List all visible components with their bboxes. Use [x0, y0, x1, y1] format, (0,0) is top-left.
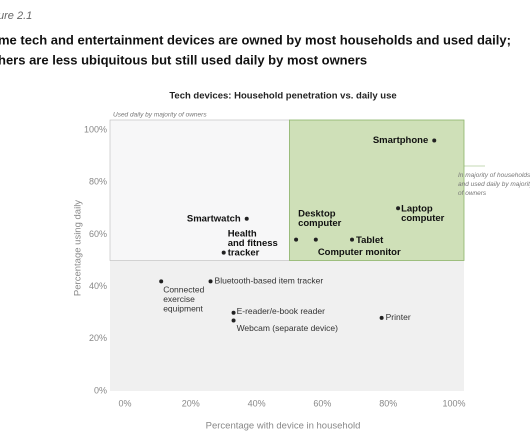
x-tick-label: 100% [442, 398, 465, 408]
point-label: Smartwatch [187, 213, 241, 224]
x-tick-label: 20% [182, 398, 200, 408]
point [396, 206, 401, 211]
point-label: E-reader/e-book reader [237, 306, 326, 316]
title-line: hers are less ubiquitous but still used … [0, 52, 367, 67]
x-tick-label: 80% [379, 398, 397, 408]
point-label: Laptop computer [401, 203, 445, 224]
point [159, 279, 164, 284]
annotation: Used daily by majority of owners [113, 112, 207, 119]
region-majority [289, 119, 465, 261]
x-tick-label: 60% [313, 398, 331, 408]
point [294, 237, 299, 242]
y-tick-label: 20% [89, 333, 107, 343]
annotation: In majority of households and used daily… [458, 172, 530, 197]
y-axis-label: Percentage using daily [73, 200, 84, 296]
point-label: Desktop computer [298, 208, 342, 229]
x-tick-label: 0% [118, 398, 131, 408]
point [231, 310, 236, 315]
point-label: Bluetooth-based item tracker [215, 276, 324, 286]
x-axis-label: Percentage with device in household [206, 421, 361, 432]
title-line: me tech and entertainment devices are ow… [0, 32, 511, 47]
subtitle: Tech devices: Household penetration vs. … [169, 91, 396, 102]
figure-label: ure 2.1 [0, 10, 32, 22]
point [350, 237, 355, 242]
y-tick-label: 40% [89, 281, 107, 291]
point [221, 250, 226, 255]
point [231, 318, 236, 323]
point [244, 216, 249, 221]
y-tick-label: 80% [89, 177, 107, 187]
point-label: Health and fitness tracker [228, 228, 281, 258]
point [379, 315, 384, 320]
y-tick-label: 60% [89, 229, 107, 239]
y-tick-label: 0% [94, 385, 107, 395]
x-tick-label: 40% [248, 398, 266, 408]
point-label: Webcam (separate device) [237, 323, 339, 333]
point-label: Printer [386, 312, 411, 322]
point [432, 138, 437, 143]
point-label: Tablet [356, 235, 384, 246]
region-daily [109, 119, 290, 261]
point-label: Connected exercise equipment [163, 285, 206, 314]
point [208, 279, 213, 284]
point-label: Computer monitor [318, 247, 401, 258]
point-label: Smartphone [373, 135, 428, 146]
y-tick-label: 100% [84, 124, 107, 134]
point [313, 237, 318, 242]
